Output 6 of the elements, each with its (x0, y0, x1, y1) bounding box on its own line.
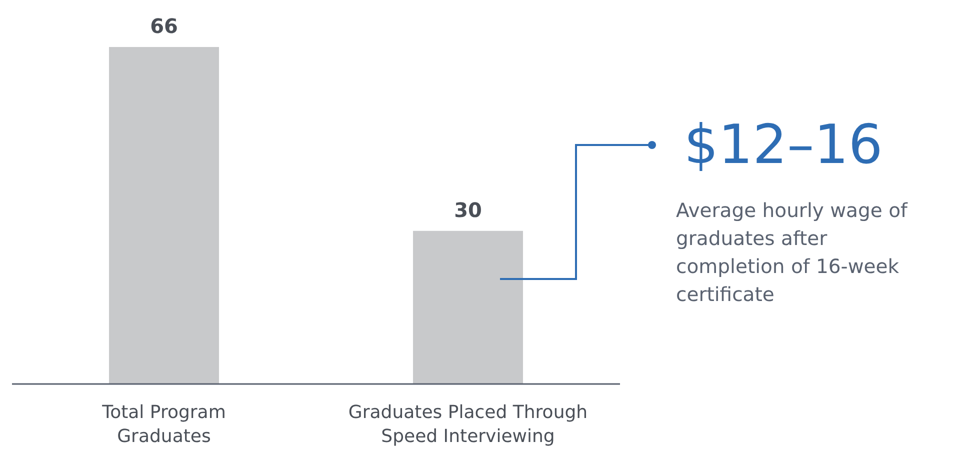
x-tick-label: Graduates Placed Through Speed Interviewing (348, 402, 588, 447)
x-tick-label: Total Program Graduates (101, 402, 226, 447)
data-label: 30 (454, 198, 482, 222)
text: $12–16 (684, 112, 883, 178)
text: Average hourly wage of graduates after completion of 16-week certificate (676, 198, 909, 308)
data-label: 66 (150, 14, 178, 38)
